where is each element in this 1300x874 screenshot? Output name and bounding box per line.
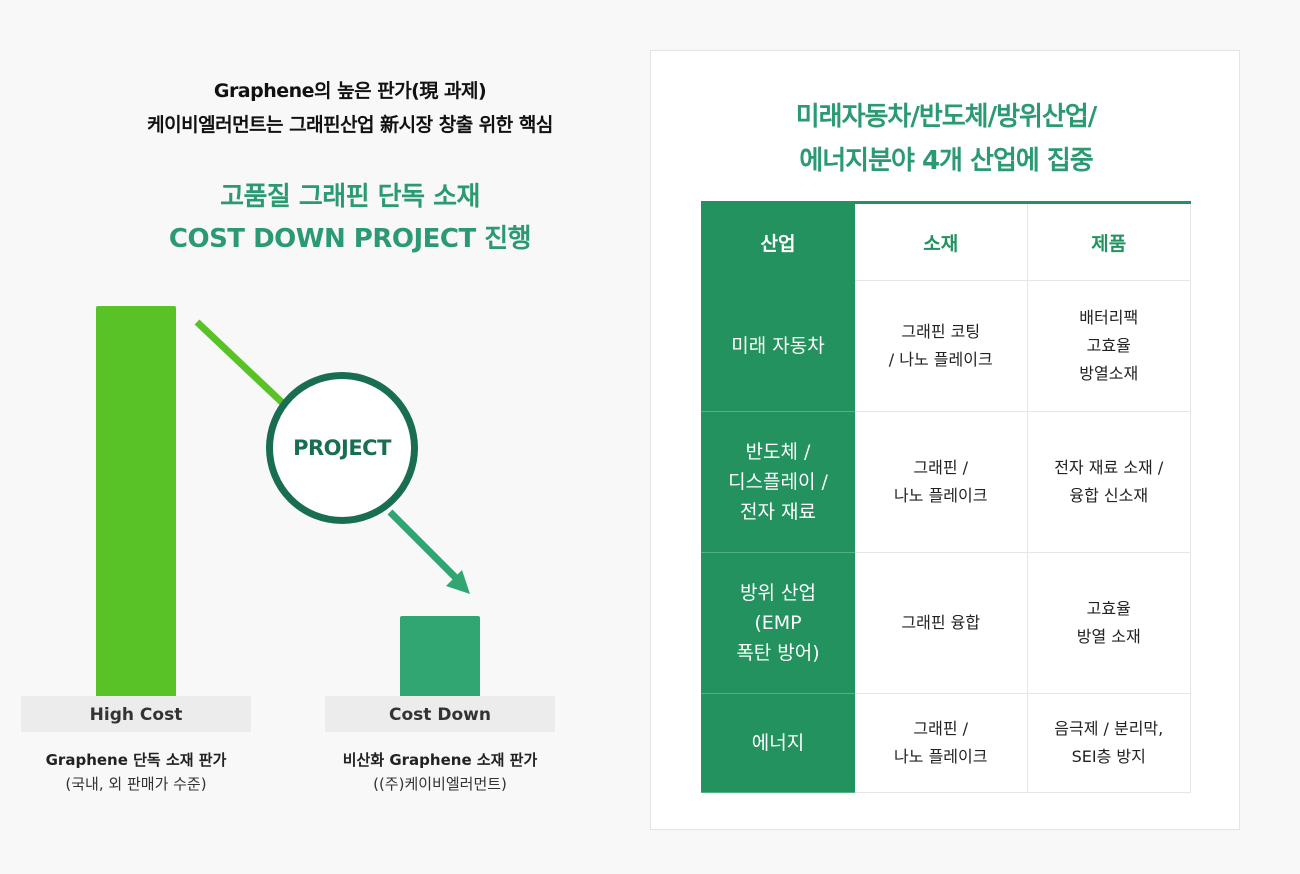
cost-down-caption: 비산화 Graphene 소재 판가 ((주)케이비엘러먼트) xyxy=(304,748,576,796)
product-cell: 음극제 / 분리막, SEI층 방지 xyxy=(1027,693,1191,793)
material-cell: 그래핀 융합 xyxy=(855,552,1028,694)
material-cell: 그래핀 / 나노 플레이크 xyxy=(855,411,1028,553)
project-circle: PROJECT xyxy=(266,372,418,524)
cost-down-caption-sub: ((주)케이비엘러먼트) xyxy=(373,775,507,793)
high-cost-caption-title: Graphene 단독 소재 판가 xyxy=(45,751,227,769)
intro-line-1: Graphene의 높은 판가(現 과제) xyxy=(213,80,487,102)
high-cost-caption: Graphene 단독 소재 판가 (국내, 외 판매가 수준) xyxy=(0,748,272,796)
cost-down-label: Cost Down xyxy=(325,696,555,732)
high-cost-label: High Cost xyxy=(21,696,251,732)
header-industry: 산업 xyxy=(701,201,855,281)
product-cell: 고효율 방열 소재 xyxy=(1027,552,1191,694)
arrow-segment-lower xyxy=(387,509,459,581)
cost-down-bar xyxy=(400,616,480,696)
header-product: 제품 xyxy=(1027,201,1191,281)
material-cell: 그래핀 / 나노 플레이크 xyxy=(855,693,1028,793)
industry-cell: 에너지 xyxy=(701,693,855,793)
headline-line-1: 고품질 그래핀 단독 소재 xyxy=(220,182,480,212)
product-cell: 배터리팩 고효율 방열소재 xyxy=(1027,280,1191,412)
headline-line-2: COST DOWN PROJECT 진행 xyxy=(168,224,532,254)
table-row: 에너지 그래핀 / 나노 플레이크 음극제 / 분리막, SEI층 방지 xyxy=(701,693,1191,793)
panel-title: 미래자동차/반도체/방위산업/ 에너지분야 4개 산업에 집중 xyxy=(651,95,1241,183)
table-row: 방위 산업 (EMP 폭탄 방어) 그래핀 융합 고효율 방열 소재 xyxy=(701,552,1191,694)
table-row: 미래 자동차 그래핀 코팅 / 나노 플레이크 배터리팩 고효율 방열소재 xyxy=(701,280,1191,412)
panel-title-line-2: 에너지분야 4개 산업에 집중 xyxy=(799,146,1093,176)
arrow-head xyxy=(446,570,470,594)
section-headline: 고품질 그래핀 단독 소재 COST DOWN PROJECT 진행 xyxy=(0,176,700,260)
cost-down-caption-title: 비산화 Graphene 소재 판가 xyxy=(342,751,538,769)
intro-line-2: 케이비엘러먼트는 그래핀산업 新시장 창출 위한 핵심 xyxy=(147,114,553,136)
header-material: 소재 xyxy=(855,201,1028,281)
material-cell: 그래핀 코팅 / 나노 플레이크 xyxy=(855,280,1028,412)
industry-panel: 미래자동차/반도체/방위산업/ 에너지분야 4개 산업에 집중 산업 소재 제품… xyxy=(650,50,1240,830)
industry-cell: 반도체 / 디스플레이 / 전자 재료 xyxy=(701,411,855,553)
industry-cell: 방위 산업 (EMP 폭탄 방어) xyxy=(701,552,855,694)
panel-title-line-1: 미래자동차/반도체/방위산업/ xyxy=(795,102,1098,132)
industry-table: 산업 소재 제품 미래 자동차 그래핀 코팅 / 나노 플레이크 배터리팩 고효… xyxy=(701,201,1191,793)
cost-down-section: Graphene의 높은 판가(現 과제) 케이비엘러먼트는 그래핀산업 新시장… xyxy=(0,0,640,874)
cost-arrow xyxy=(194,319,470,594)
high-cost-caption-sub: (국내, 외 판매가 수준) xyxy=(65,775,207,793)
arrow-segment-upper xyxy=(194,319,293,413)
industry-cell: 미래 자동차 xyxy=(701,280,855,412)
product-cell: 전자 재료 소재 / 융합 신소재 xyxy=(1027,411,1191,553)
intro-text: Graphene의 높은 판가(現 과제) 케이비엘러먼트는 그래핀산업 新시장… xyxy=(0,74,700,142)
table-row: 반도체 / 디스플레이 / 전자 재료 그래핀 / 나노 플레이크 전자 재료 … xyxy=(701,411,1191,553)
high-cost-bar xyxy=(96,306,176,696)
table-header-row: 산업 소재 제품 xyxy=(701,201,1191,281)
